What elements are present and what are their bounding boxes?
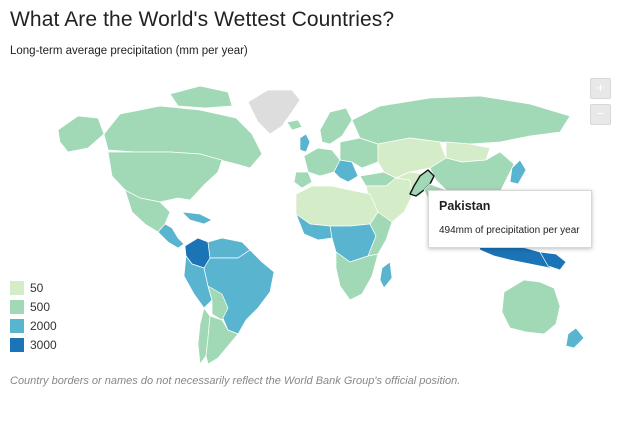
disclaimer-note: Country borders or names do not necessar…	[10, 375, 461, 387]
region-usa[interactable]	[107, 151, 223, 203]
legend-swatch	[10, 299, 24, 314]
region-uk[interactable]	[299, 133, 311, 153]
zoom-out-button[interactable]: −	[590, 104, 611, 125]
legend-label: 500	[30, 299, 51, 314]
legend-item: 3000	[10, 335, 57, 354]
tooltip-country-name: Pakistan	[439, 199, 491, 213]
page-subtitle: Long-term average precipitation (mm per …	[10, 45, 248, 57]
region-east-africa[interactable]	[367, 211, 393, 257]
tooltip-value-text: 494mm of precipitation per year	[439, 225, 580, 236]
legend-label: 2000	[30, 318, 57, 333]
region-australia[interactable]	[501, 279, 561, 335]
page-title: What Are the World's Wettest Countries?	[10, 8, 395, 31]
region-central-asia[interactable]	[377, 137, 447, 179]
legend-item: 50	[10, 278, 57, 297]
region-japan[interactable]	[509, 159, 527, 185]
region-argentina[interactable]	[205, 315, 239, 365]
region-iceland[interactable]	[286, 119, 303, 131]
region-new-zealand[interactable]	[565, 327, 585, 349]
region-scandinavia[interactable]	[319, 107, 353, 145]
legend-swatch	[10, 337, 24, 352]
region-papua-new-guinea[interactable]	[539, 251, 567, 271]
region-greenland[interactable]	[247, 89, 301, 135]
region-mongolia[interactable]	[445, 141, 491, 163]
region-iberia[interactable]	[293, 171, 313, 189]
region-north-africa[interactable]	[295, 185, 379, 227]
legend-item: 500	[10, 297, 57, 316]
legend-label: 3000	[30, 337, 57, 352]
country-tooltip: Pakistan 494mm of precipitation per year	[428, 190, 592, 248]
region-caribbean[interactable]	[181, 211, 213, 225]
region-russia[interactable]	[351, 95, 571, 145]
zoom-in-button[interactable]: +	[590, 78, 611, 99]
legend-label: 50	[30, 280, 44, 295]
region-madagascar[interactable]	[379, 261, 393, 289]
region-southern-africa[interactable]	[335, 251, 379, 301]
legend-item: 2000	[10, 316, 57, 335]
map-legend: 50 500 2000 3000	[10, 278, 57, 354]
region-canada-islands[interactable]	[169, 85, 233, 109]
region-central-america[interactable]	[157, 223, 185, 249]
legend-swatch	[10, 280, 24, 295]
region-alaska[interactable]	[57, 115, 105, 153]
legend-swatch	[10, 318, 24, 333]
